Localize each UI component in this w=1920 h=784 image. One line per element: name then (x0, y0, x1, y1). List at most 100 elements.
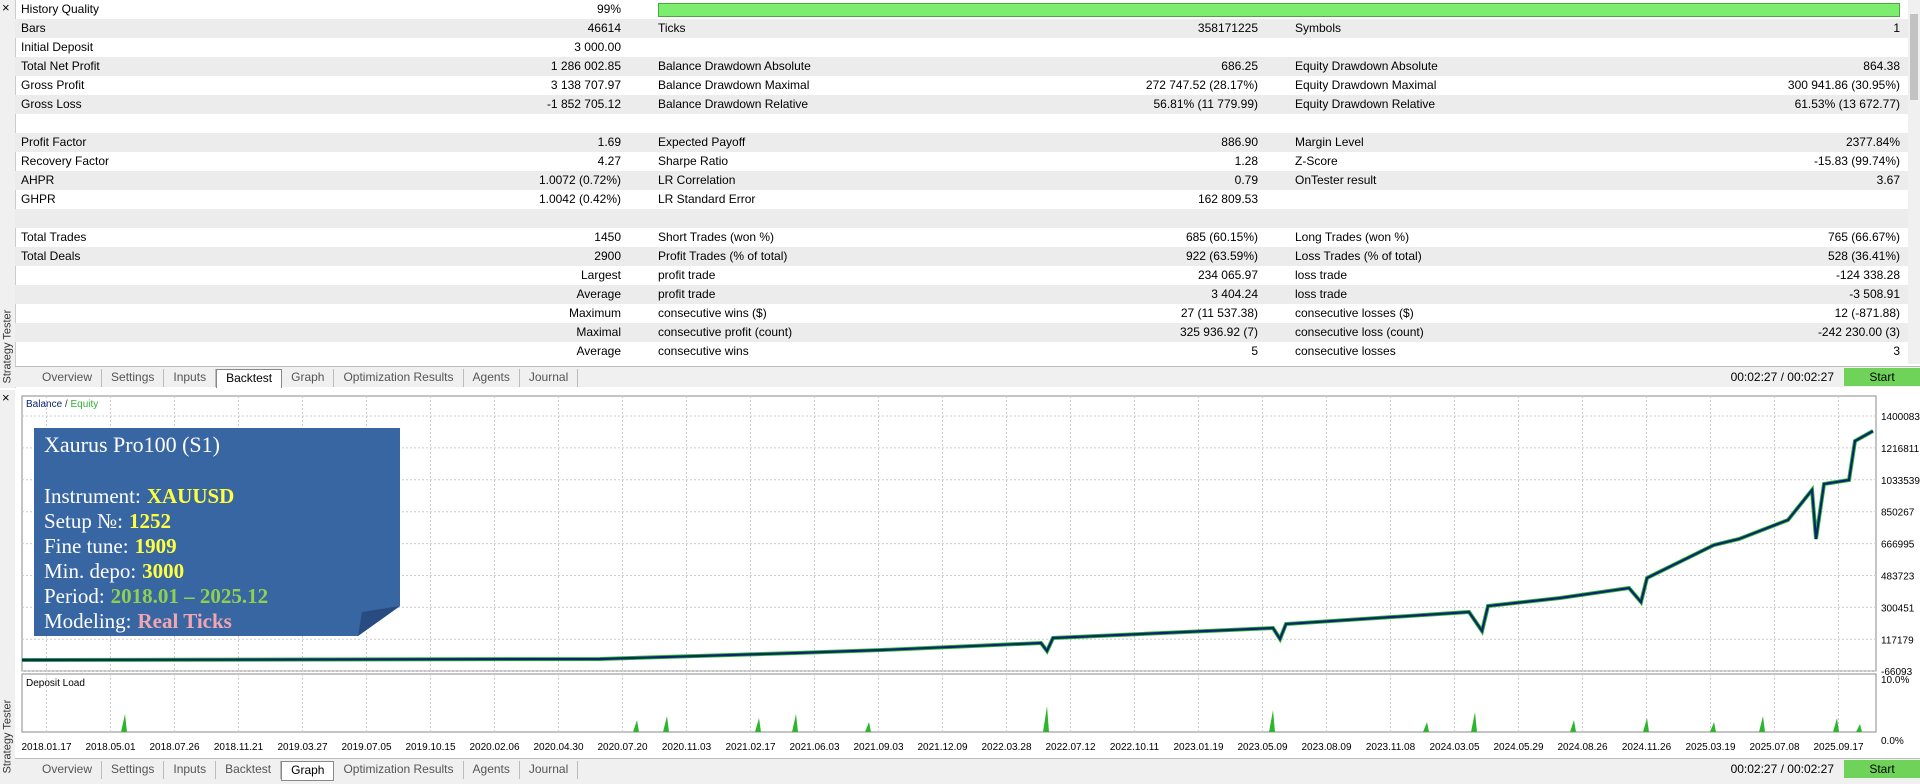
y-label: 1400083 (1881, 412, 1920, 423)
x-label: 2020.04.30 (533, 742, 583, 753)
x-label: 2022.03.28 (981, 742, 1031, 753)
y-label: 117179 (1881, 635, 1914, 646)
report-label: Sharpe Ratio (658, 154, 729, 168)
report-row: Total Net Profit 1 286 002.85 Balance Draw… (15, 57, 1908, 76)
report-value: -124 338.28 (1835, 268, 1900, 282)
deposit-title: Deposit Load (26, 678, 85, 689)
report-row: Profit Factor 1.69 Expected Payoff 886.90 Ma… (15, 133, 1908, 152)
row-spacer (15, 114, 1908, 133)
tab[interactable]: Inputs (164, 761, 217, 779)
x-label: 2024.08.26 (1557, 742, 1607, 753)
report-label: consecutive losses ($) (1295, 306, 1414, 320)
deposit-load-bars (121, 706, 1862, 732)
report-label: GHPR (21, 192, 56, 206)
tab[interactable]: Backtest (216, 369, 283, 389)
report-value: 234 065.97 (1197, 268, 1258, 282)
y-label: 666995 (1881, 540, 1915, 551)
tab[interactable]: Agents (464, 761, 520, 779)
overlay-label: Setup №: (44, 509, 123, 533)
report-label: profit trade (658, 287, 716, 301)
report-value: 99% (596, 2, 621, 16)
tab[interactable]: Graph (281, 761, 335, 781)
report-table: History Quality 99% Bars 46614 Ticks 35817122… (0, 0, 1908, 364)
overlay-value: Real Ticks (138, 609, 232, 633)
x-label: 2022.10.11 (1110, 742, 1160, 753)
scrollbar[interactable] (1908, 0, 1920, 364)
overlay-line: Setup №: 1252 (44, 509, 171, 533)
deposit-spike (1856, 724, 1862, 732)
report-label: LR Correlation (658, 173, 736, 187)
close-button[interactable]: × (2, 390, 10, 405)
deposit-label: 0.0% (1881, 736, 1904, 747)
tab[interactable]: Optimization Results (334, 761, 464, 779)
quality-bar (658, 3, 1900, 17)
report-value: -3 508.91 (1849, 287, 1900, 301)
report-value: 1.28 (1234, 154, 1258, 168)
row-spacer (15, 209, 1908, 228)
tab[interactable]: Overview (33, 369, 103, 387)
tab-bar: Overview Settings Inputs Backtest Graph Optim… (15, 758, 1920, 784)
tab[interactable]: Agents (464, 369, 520, 387)
report-row: Average profit trade 3 404.24 loss trade -3 … (15, 285, 1908, 304)
deposit-spike (1643, 718, 1649, 732)
report-label: Total Trades (21, 230, 87, 244)
report-value: 46614 (587, 21, 621, 35)
report-row: Gross Loss -1 852 705.12 Balance Drawdown … (15, 95, 1908, 114)
report-row: Bars 46614 Ticks 358171225 Symbols 1 (15, 19, 1908, 38)
report-label: Balance Drawdown Relative (658, 97, 809, 111)
x-label: 2019.07.05 (341, 742, 391, 753)
tab[interactable]: Graph (282, 369, 335, 387)
deposit-spike (1423, 722, 1429, 732)
y-label: 483723 (1881, 572, 1915, 583)
start-button[interactable]: Start (1844, 760, 1920, 778)
overlay-line: Fine tune: 1909 (44, 534, 177, 558)
tab[interactable]: Backtest (216, 761, 282, 779)
tab[interactable]: Inputs (164, 369, 217, 387)
legend-equity: Equity (70, 399, 98, 410)
scroll-thumb[interactable] (1910, 14, 1918, 100)
balance-curve (21, 430, 1874, 662)
x-label: 2021.02.17 (725, 742, 775, 753)
report-value: 27 (11 537.38) (1180, 306, 1258, 320)
report-label: consecutive profit (count) (658, 325, 793, 339)
overlay-value: 2018.01 – 2025.12 (111, 584, 269, 608)
deposit-label: 10.0% (1881, 675, 1909, 686)
report-row: Total Deals 2900 Profit Trades (% of total… (15, 247, 1908, 266)
overlay-title: Xaurus Pro100 (S1) (44, 432, 220, 457)
overlay-line: Min. depo: 3000 (44, 559, 184, 583)
report-value: 1.0042 (0.42%) (538, 192, 621, 206)
overlay-line: Modeling: Real Ticks (44, 609, 232, 633)
start-button[interactable]: Start (1844, 368, 1920, 386)
report-label: Balance Drawdown Absolute (658, 59, 811, 73)
report-value: -15.83 (99.74%) (1813, 154, 1900, 168)
report-row: AHPR 1.0072 (0.72%) LR Correlation 0.79 OnTe… (15, 171, 1908, 190)
report-value: 685 (60.15%) (1185, 230, 1258, 244)
report-value: 3 404.24 (1211, 287, 1258, 301)
tab[interactable]: Journal (520, 369, 579, 387)
report-label: OnTester result (1295, 173, 1377, 187)
overlay-fold (358, 606, 400, 636)
report-row: Recovery Factor 4.27 Sharpe Ratio 1.28 Z-Sco… (15, 152, 1908, 171)
report-value: 3.67 (1876, 173, 1900, 187)
tab[interactable]: Journal (520, 761, 579, 779)
x-label: 2024.05.29 (1493, 742, 1543, 753)
close-button[interactable]: × (2, 0, 10, 15)
report-row: Total Trades 1450 Short Trades (won %) 685 … (15, 228, 1908, 247)
deposit-frame (21, 673, 1877, 733)
overlay-label: Modeling: (44, 609, 132, 633)
overlay-value: 3000 (142, 559, 184, 583)
report-label: Z-Score (1295, 154, 1338, 168)
overlay-value: 1252 (129, 509, 171, 533)
report-value: 4.27 (597, 154, 621, 168)
x-label: 2018.07.26 (149, 742, 199, 753)
report-label: Gross Loss (21, 97, 82, 111)
report-label: Short Trades (won %) (658, 230, 775, 244)
x-label: 2025.09.17 (1813, 742, 1863, 753)
tab[interactable]: Optimization Results (334, 369, 464, 387)
tab[interactable]: Settings (102, 369, 165, 387)
report-label: Margin Level (1295, 135, 1364, 149)
y-label: -66093 (1881, 667, 1913, 678)
tab[interactable]: Settings (102, 761, 165, 779)
tab[interactable]: Overview (33, 761, 103, 779)
report-row: Initial Deposit 3 000.00 (15, 38, 1908, 57)
